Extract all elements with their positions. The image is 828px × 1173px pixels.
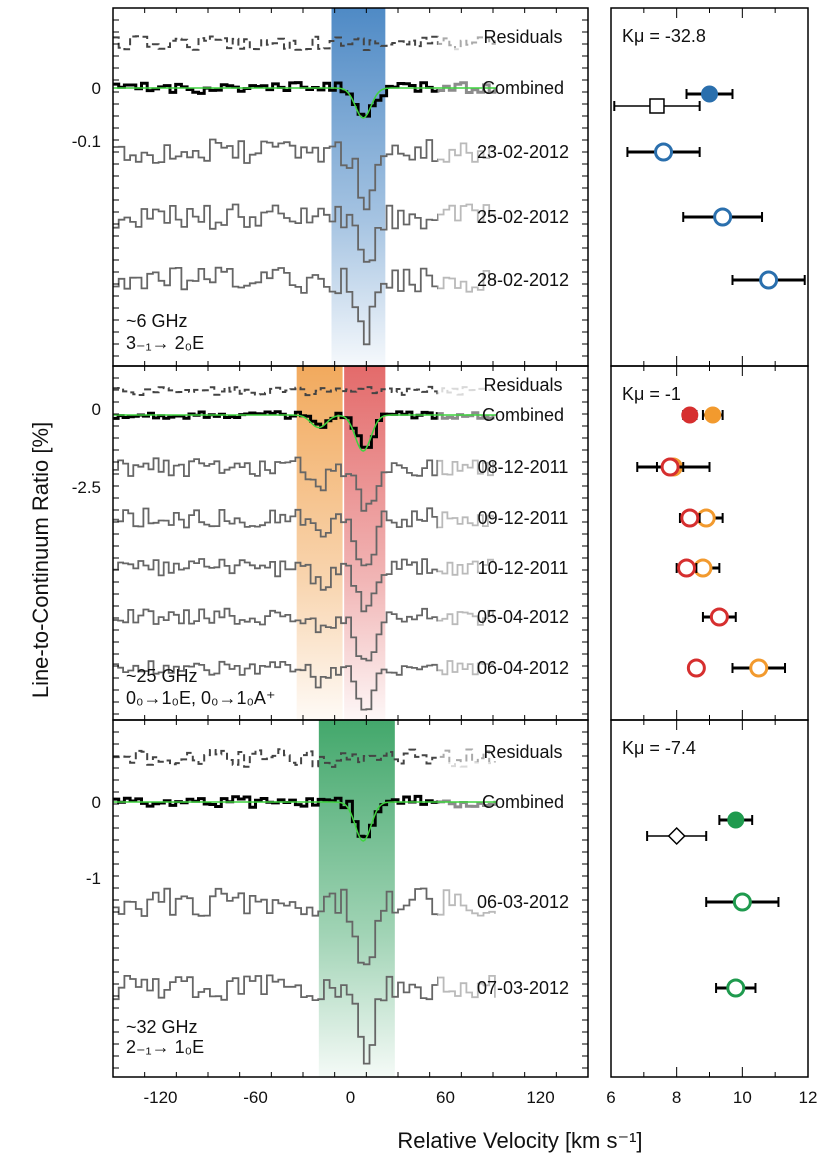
y-tick-label: -1 [86,869,101,888]
series-label: Residuals [483,742,562,762]
series-label: 07-03-2012 [477,978,569,998]
series-label: 10-12-2011 [478,558,569,578]
spectrum-09-12-2011 [113,507,494,567]
y-tick-label: 0 [92,793,101,812]
y-tick-label: 0 [92,400,101,419]
transition-frequency: ~25 GHz [126,666,198,686]
series-label: 05-04-2012 [477,607,569,627]
transition-frequency: ~32 GHz [126,1017,198,1037]
spectrum-Residuals [113,35,496,51]
spectrum-07-03-2012 [113,974,496,1065]
kmu-point [680,508,700,528]
y-tick-label: -0.1 [72,132,101,151]
y-axis-label: Line-to-Continuum Ratio [%] [28,422,53,698]
kmu-label: Kμ = -1 [622,384,681,404]
kmu-point [686,658,706,678]
kmu-point [709,607,729,627]
spectrum-25-02-2012 [113,203,496,263]
series-label: Combined [482,405,564,425]
transition-frequency: ~6 GHz [126,311,188,331]
kmu-x-tick-label: 12 [799,1088,818,1107]
fade-mask [437,948,501,1028]
series-label: 06-04-2012 [477,658,569,678]
x-tick-label: -120 [143,1088,177,1107]
kmu-point [667,826,686,846]
series-label: Combined [482,78,564,98]
series-label: 06-03-2012 [477,892,569,912]
y-tick-label: -2.5 [72,478,101,497]
spectrum-23-02-2012 [113,138,496,211]
y-tick-label: 0 [92,79,101,98]
kmu-point [701,85,718,103]
transition-label: 2₋₁→ 1₀E [126,1037,204,1057]
x-tick-label: 120 [526,1088,554,1107]
fade-mask [437,628,501,708]
kmu-point [759,270,779,290]
transition-label: 0₀→1₀E, 0₀→1₀A⁺ [126,688,275,708]
kmu-point [677,558,697,578]
velocity-band [318,720,395,1077]
fade-mask [437,862,501,942]
kmu-point [726,978,746,998]
spectrum-06-04-2012 [113,660,494,711]
spectrum-panel-frame [112,719,589,1078]
spectrum-08-12-2011 [113,456,494,512]
kmu-point [732,892,752,912]
fade-mask [437,240,501,320]
kmu-point [749,658,769,678]
series-label: 25-02-2012 [477,207,569,227]
kmu-point [649,98,665,114]
kmu-panel-frame [610,7,809,367]
model-fit-line [113,801,497,842]
kmu-label: Kμ = -7.4 [622,738,696,758]
kmu-x-tick-label: 8 [672,1088,681,1107]
series-label: Combined [482,792,564,812]
x-tick-label: -60 [243,1088,268,1107]
series-label: Residuals [483,375,562,395]
kmu-point [713,207,733,227]
spectrum-Residuals [113,748,496,768]
series-label: 09-12-2011 [478,508,569,528]
x-axis-label: Relative Velocity [km s⁻¹] [397,1128,642,1153]
kmu-point [654,142,674,162]
transition-label: 3₋₁→ 2₀E [126,333,204,353]
spectrum-Combined [113,410,495,449]
spectrum-06-03-2012 [113,887,496,966]
x-tick-label: 60 [436,1088,455,1107]
kmu-x-tick-label: 6 [606,1088,615,1107]
kmu-point [681,406,699,424]
spectrum-Residuals [113,385,494,397]
series-label: Residuals [483,27,562,47]
series-label: 23-02-2012 [477,142,569,162]
kmu-point [704,406,722,424]
series-label: 28-02-2012 [477,270,569,290]
series-label: 08-12-2011 [478,457,569,477]
kmu-label: Kμ = -32.8 [622,26,706,46]
spectrum-10-12-2011 [113,558,494,613]
kmu-point [727,811,745,829]
model-fit-line [113,87,497,119]
spectrum-05-04-2012 [113,607,494,662]
x-tick-label: 0 [346,1088,355,1107]
kmu-x-tick-label: 10 [733,1088,752,1107]
model-fit-line [113,414,497,452]
spectrum-28-02-2012 [113,266,496,346]
kmu-point [660,457,680,477]
